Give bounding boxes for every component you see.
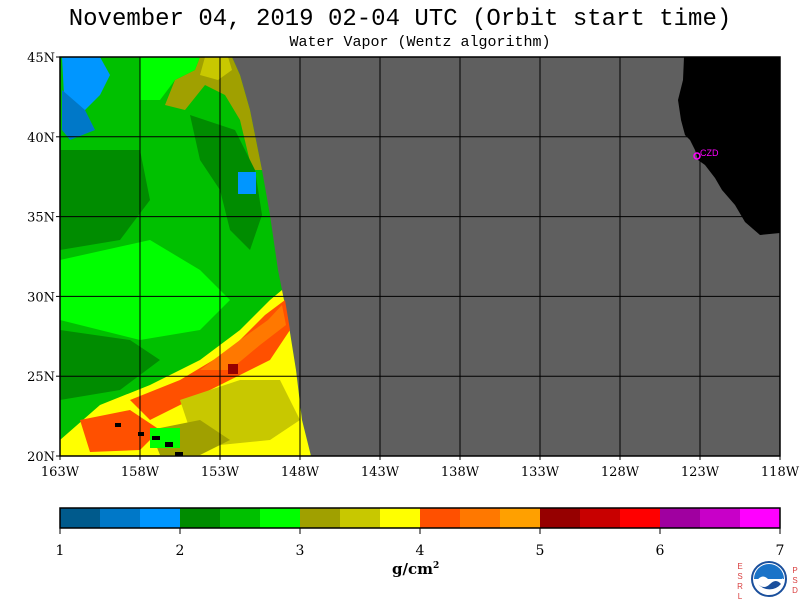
lat-tick-label: 45N bbox=[27, 51, 55, 66]
colorbar-segment bbox=[340, 508, 380, 528]
moisture-band bbox=[60, 240, 230, 340]
hawaii-island bbox=[175, 452, 183, 456]
map-subtitle: Water Vapor (Wentz algorithm) bbox=[289, 34, 551, 51]
colorbar-tick-label: 3 bbox=[296, 543, 305, 559]
lat-tick-label: 20N bbox=[27, 450, 55, 465]
moist-core bbox=[200, 305, 286, 370]
colorbar-segment bbox=[420, 508, 460, 528]
colorbar-segment bbox=[380, 508, 420, 528]
station-marker: CZD bbox=[693, 148, 719, 160]
colorbar-segment bbox=[300, 508, 340, 528]
lon-tick-label: 118W bbox=[761, 465, 800, 480]
colorbar-segment bbox=[580, 508, 620, 528]
hawaii-island bbox=[115, 423, 121, 427]
swath-edge-moisture bbox=[165, 57, 262, 170]
north-america-coast bbox=[678, 57, 780, 235]
moisture-band bbox=[60, 150, 150, 250]
lon-tick-label: 128W bbox=[601, 465, 640, 480]
colorbar-segment bbox=[460, 508, 500, 528]
colorbar-segment bbox=[500, 508, 540, 528]
map-title: November 04, 2019 02-04 UTC (Orbit start… bbox=[68, 6, 732, 33]
lon-tick-label: 133W bbox=[521, 465, 560, 480]
lon-tick-label: 143W bbox=[361, 465, 400, 480]
colorbar-segment bbox=[260, 508, 300, 528]
colorbar-tick-label: 1 bbox=[56, 543, 65, 559]
lon-tick-label: 153W bbox=[201, 465, 240, 480]
colorbar-tick-label: 6 bbox=[656, 543, 665, 559]
colorbar-segment bbox=[220, 508, 260, 528]
colorbar-segment bbox=[100, 508, 140, 528]
hawaii-island bbox=[138, 432, 144, 436]
colorbar-units: g/cm2 bbox=[392, 560, 440, 578]
lat-tick-label: 35N bbox=[27, 211, 55, 226]
moist-peak bbox=[228, 364, 238, 374]
noaa-emblem-icon bbox=[751, 561, 787, 597]
colorbar-segment bbox=[700, 508, 740, 528]
lon-tick-label: 138W bbox=[441, 465, 480, 480]
lon-tick-label: 158W bbox=[121, 465, 160, 480]
colorbar-segment bbox=[540, 508, 580, 528]
colorbar-segment bbox=[620, 508, 660, 528]
lat-tick-label: 25N bbox=[27, 370, 55, 385]
lon-tick-label: 123W bbox=[681, 465, 720, 480]
dry-area bbox=[238, 172, 256, 194]
colorbar-segment bbox=[660, 508, 700, 528]
station-icon bbox=[693, 152, 701, 160]
colorbar-tick-label: 2 bbox=[176, 543, 185, 559]
land-mass bbox=[678, 57, 780, 235]
hawaii-island bbox=[152, 436, 160, 440]
colorbar-tick-label: 5 bbox=[536, 543, 545, 559]
hawaii-island bbox=[165, 442, 173, 447]
lat-lon-grid bbox=[59, 56, 781, 457]
lat-tick-label: 30N bbox=[27, 290, 55, 305]
lon-tick-label: 148W bbox=[281, 465, 320, 480]
map-frame bbox=[59, 56, 781, 457]
colorbar-segment bbox=[140, 508, 180, 528]
colorbar-tick-label: 4 bbox=[416, 543, 425, 559]
dry-area bbox=[62, 90, 95, 140]
colorbar-segment bbox=[740, 508, 780, 528]
colorbar-tick-label: 7 bbox=[776, 543, 785, 559]
lat-tick-label: 40N bbox=[27, 131, 55, 146]
lon-tick-label: 163W bbox=[41, 465, 80, 480]
swath-edge-moisture bbox=[200, 57, 232, 80]
water-vapor-field bbox=[60, 57, 780, 456]
station-label: CZD bbox=[700, 148, 719, 158]
colorbar-segment bbox=[180, 508, 220, 528]
moisture-band bbox=[140, 57, 200, 100]
colorbar: 1 2 3 4 5 6 7 bbox=[56, 507, 785, 559]
colorbar-segment bbox=[60, 508, 100, 528]
moist-core bbox=[130, 300, 290, 420]
moisture-band bbox=[60, 330, 160, 400]
